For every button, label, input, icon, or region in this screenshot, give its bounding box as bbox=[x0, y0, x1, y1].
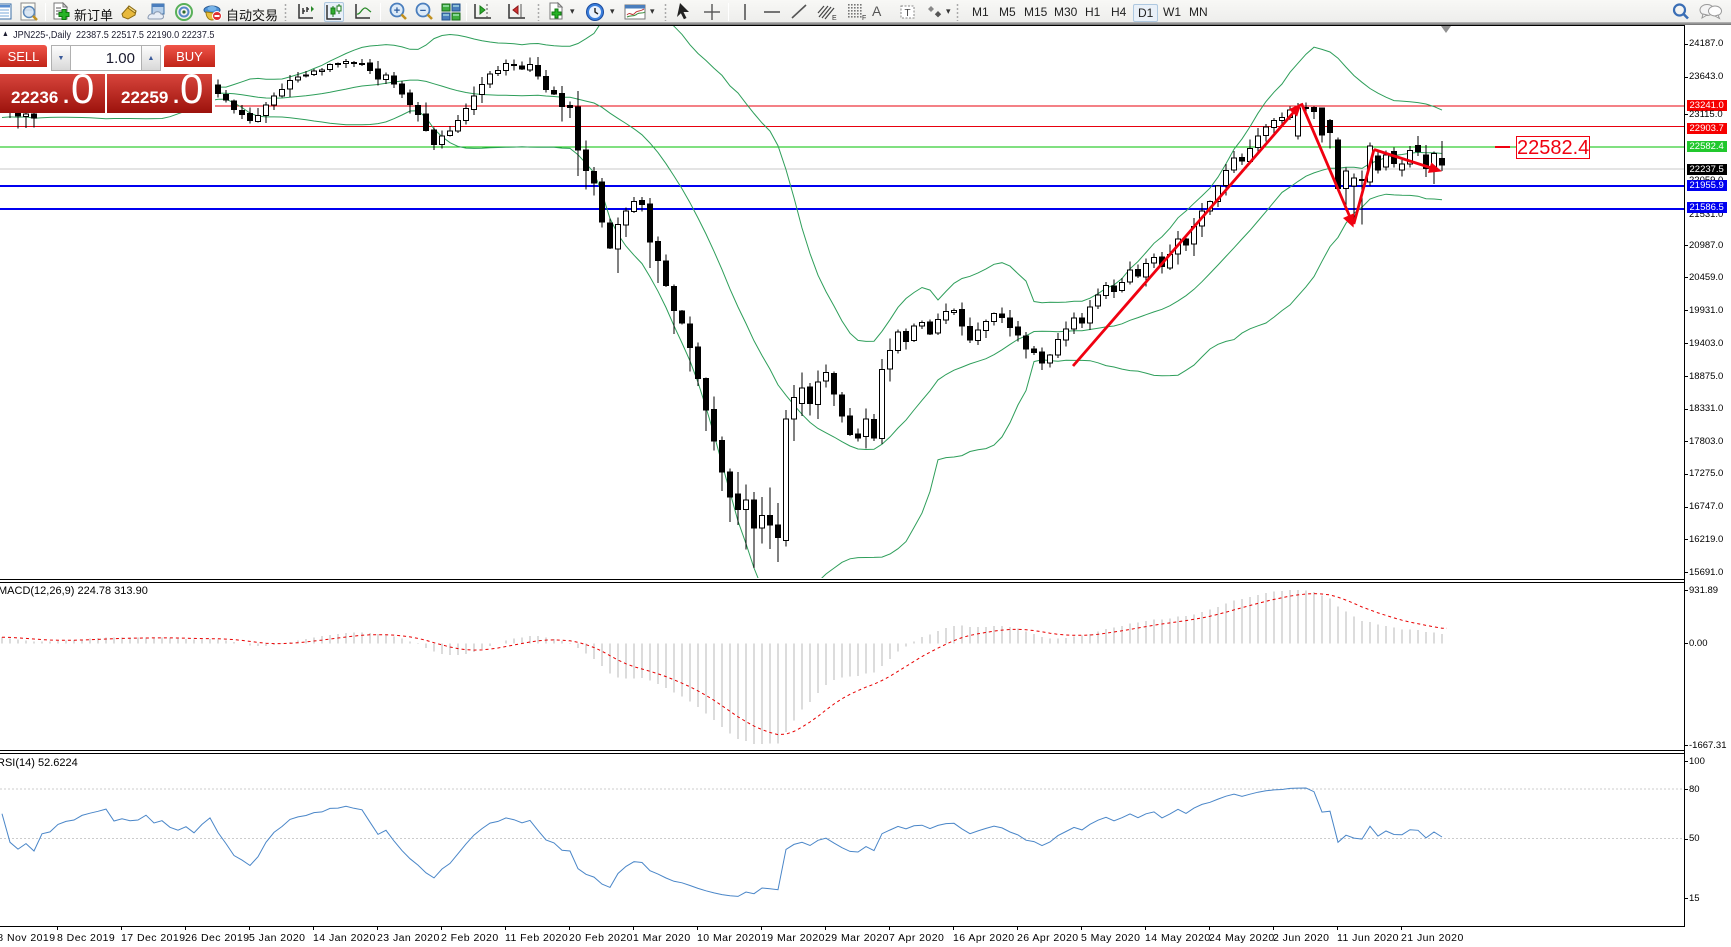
svg-text:E: E bbox=[832, 15, 837, 22]
svg-text:−: − bbox=[420, 5, 426, 17]
svg-text:F: F bbox=[862, 15, 866, 22]
svg-text:+: + bbox=[394, 5, 400, 17]
svg-text:T: T bbox=[904, 8, 910, 19]
